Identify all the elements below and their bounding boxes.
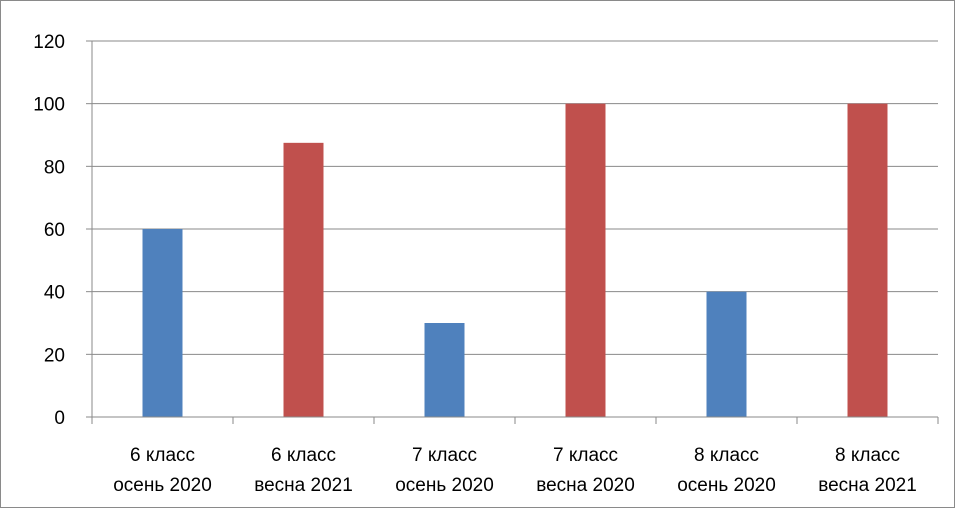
y-tick-label: 120 bbox=[33, 32, 65, 53]
y-tick-label: 0 bbox=[54, 408, 65, 429]
x-axis-labels: 6 класс осень 2020 6 класс весна 2021 7 клас… bbox=[113, 445, 917, 496]
y-tick-label: 20 bbox=[44, 345, 65, 366]
bar bbox=[283, 142, 324, 418]
x-category-label: 8 класс весна 2021 bbox=[818, 445, 917, 496]
bar bbox=[142, 229, 183, 417]
x-category-label: 6 класс осень 2020 bbox=[113, 445, 212, 496]
x-category-label: 6 класс весна 2021 bbox=[254, 445, 353, 496]
bar bbox=[424, 323, 465, 417]
bars bbox=[142, 103, 888, 418]
axes bbox=[91, 41, 939, 424]
y-tick-label: 40 bbox=[44, 283, 65, 304]
x-category-label: 7 класс весна 2020 bbox=[536, 445, 635, 496]
x-category-label: 7 класс осень 2020 bbox=[395, 445, 494, 496]
y-axis-ticks: 0 20 40 60 80 100 120 bbox=[33, 32, 92, 429]
gridlines bbox=[92, 40, 938, 355]
bar bbox=[706, 291, 747, 417]
y-tick-label: 80 bbox=[44, 157, 65, 178]
y-tick-label: 60 bbox=[44, 220, 65, 241]
x-category-label: 8 класс осень 2020 bbox=[677, 445, 776, 496]
y-tick-label: 100 bbox=[33, 95, 65, 116]
bar bbox=[565, 103, 606, 418]
bar bbox=[847, 103, 888, 418]
